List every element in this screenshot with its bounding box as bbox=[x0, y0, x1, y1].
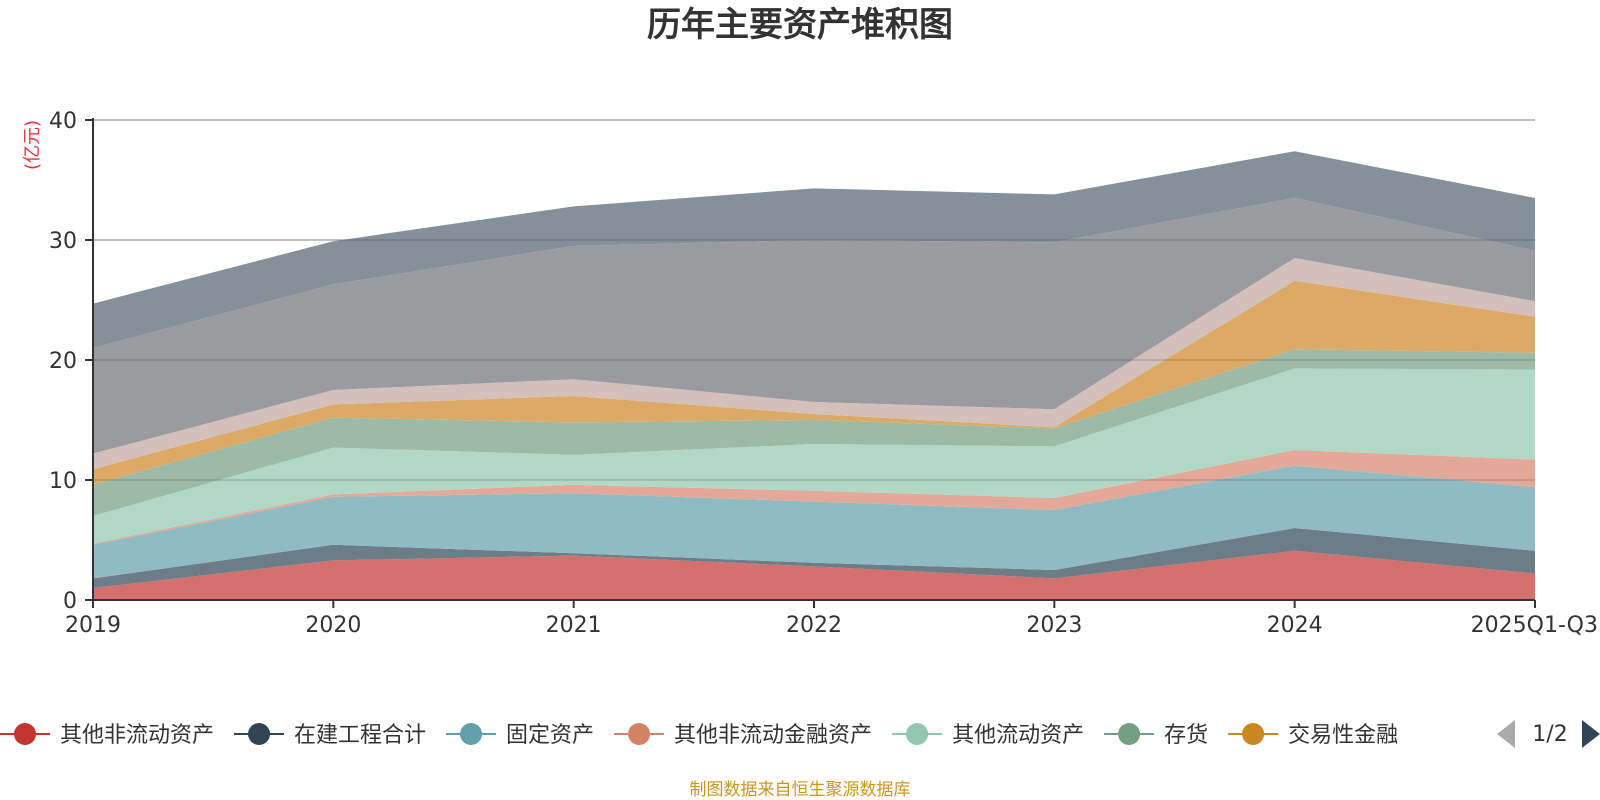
area-交易性金融[interactable] bbox=[93, 280, 1535, 485]
area-在建工程合计[interactable] bbox=[93, 528, 1535, 588]
x-tick-label: 2019 bbox=[65, 613, 121, 638]
area-其他非流动资产[interactable] bbox=[93, 550, 1535, 600]
y-tick-label: 40 bbox=[49, 109, 77, 134]
x-tick-label: 2023 bbox=[1026, 613, 1082, 638]
x-tick-label: 2021 bbox=[546, 613, 602, 638]
legend-label: 其他非流动资产 bbox=[60, 723, 214, 748]
area-固定资产[interactable] bbox=[93, 465, 1535, 579]
legend-item-其他非流动金融资产[interactable]: 其他非流动金融资产 bbox=[614, 723, 872, 748]
legend-marker-icon bbox=[248, 723, 271, 745]
legend-prev-icon[interactable] bbox=[1497, 720, 1515, 748]
area-series-9[interactable] bbox=[93, 198, 1535, 454]
y-tick-label: 0 bbox=[63, 589, 77, 614]
area-series bbox=[93, 119, 1535, 600]
legend-label: 固定资产 bbox=[506, 723, 594, 748]
area-存货[interactable] bbox=[93, 349, 1535, 516]
area-series-10[interactable] bbox=[93, 151, 1535, 348]
axes: 0 10 20 30 40 2019 2020 2021 2022 2023 2024 2025Q1-… bbox=[49, 109, 1598, 638]
legend-label: 在建工程合计 bbox=[294, 723, 426, 748]
legend-label: 其他流动资产 bbox=[952, 723, 1084, 748]
legend-marker-icon bbox=[14, 723, 36, 745]
legend-marker-icon bbox=[1242, 723, 1265, 745]
legend-item-固定资产[interactable]: 固定资产 bbox=[446, 723, 594, 748]
legend-item-在建工程合计[interactable]: 在建工程合计 bbox=[234, 723, 426, 748]
legend-marker-icon bbox=[1118, 723, 1141, 745]
legend-item-交易性金融[interactable]: 交易性金融 bbox=[1228, 723, 1398, 748]
legend-marker-icon bbox=[628, 723, 651, 745]
legend-marker-icon bbox=[460, 723, 483, 745]
legend-label: 存货 bbox=[1164, 723, 1208, 748]
area-其他流动资产[interactable] bbox=[93, 368, 1535, 544]
legend: 其他非流动资产 在建工程合计 固定资产 其他非流动金融资产 其他流动资产 存货 交易性金融 bbox=[0, 723, 1398, 748]
x-tick-label: 2022 bbox=[786, 613, 842, 638]
chart-title: 历年主要资产堆积图 bbox=[647, 5, 953, 45]
area-series-8[interactable] bbox=[93, 258, 1535, 470]
x-tick-label: 2025Q1-Q3 bbox=[1471, 613, 1598, 638]
y-tick-label: 30 bbox=[49, 229, 77, 254]
legend-label: 交易性金融 bbox=[1288, 723, 1398, 748]
y-tick-label: 10 bbox=[49, 469, 77, 494]
legend-page-indicator: 1/2 bbox=[1532, 722, 1567, 747]
legend-item-存货[interactable]: 存货 bbox=[1104, 723, 1208, 748]
source-note: 制图数据来自恒生聚源数据库 bbox=[690, 780, 911, 800]
legend-marker-icon bbox=[906, 723, 929, 745]
legend-pager: 1/2 bbox=[1497, 720, 1600, 748]
y-axis-unit: (亿元) bbox=[22, 120, 43, 170]
x-tick-label: 2024 bbox=[1267, 613, 1323, 638]
legend-label: 其他非流动金融资产 bbox=[674, 723, 872, 748]
legend-item-其他非流动资产[interactable]: 其他非流动资产 bbox=[0, 723, 214, 748]
area-其他非流动金融资产[interactable] bbox=[93, 450, 1535, 545]
y-tick-label: 20 bbox=[49, 349, 77, 374]
x-tick-label: 2020 bbox=[305, 613, 361, 638]
legend-next-icon[interactable] bbox=[1582, 720, 1600, 748]
legend-item-其他流动资产[interactable]: 其他流动资产 bbox=[892, 723, 1084, 748]
